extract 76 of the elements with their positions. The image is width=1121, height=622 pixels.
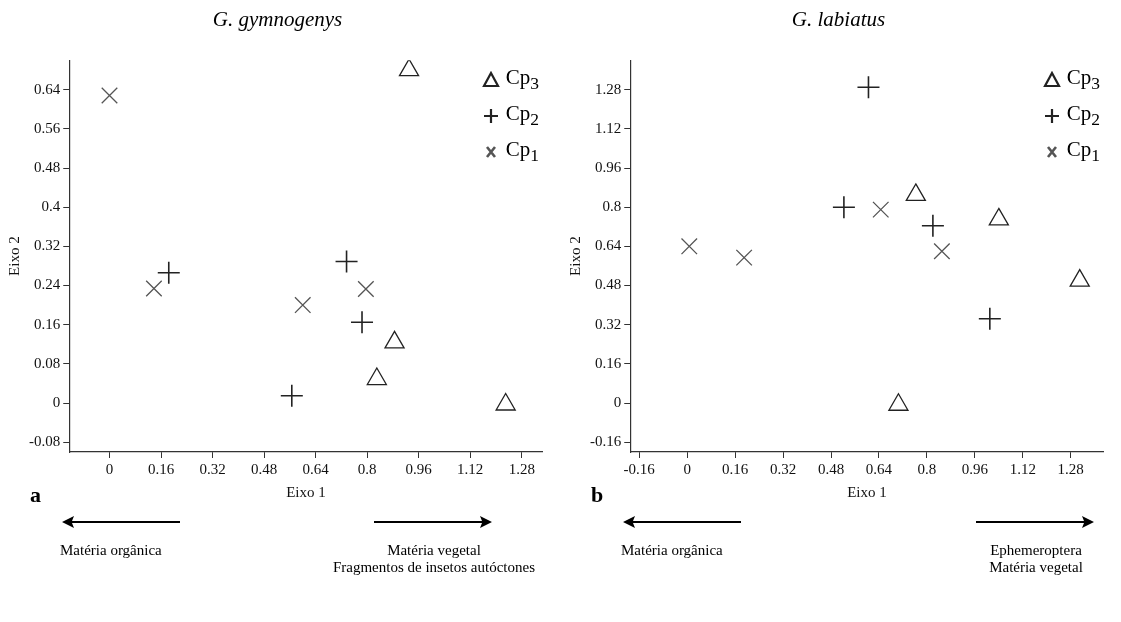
x-tick-label: 0.96: [405, 460, 433, 477]
x-tick-label: 0.16: [722, 460, 749, 477]
y-tick-label: 1.12: [595, 119, 622, 136]
x-tick-label: 0.32: [769, 460, 797, 477]
text: Matéria orgânica: [60, 542, 163, 559]
y-tick-label: 0.96: [595, 158, 622, 175]
y-tick-label: 0.32: [34, 237, 61, 254]
x-tick-label: 1.12: [1009, 460, 1036, 477]
y-tick-label: -0.16: [590, 433, 622, 450]
point: [921, 214, 944, 237]
x-tick-label: 0.48: [817, 460, 845, 477]
y-tick-label: 0.48: [595, 276, 622, 293]
x-tick-label: 0.96: [961, 460, 989, 477]
y-tick-label: 0: [613, 393, 622, 410]
x-tick-label: 0.16: [147, 460, 175, 477]
y-tick-label: 0.16: [595, 354, 622, 371]
text: Matéria orgânica: [621, 542, 724, 559]
point: [933, 242, 951, 260]
y-tick-label: 1.28: [595, 80, 622, 97]
text: Fragmentos de insetos autóctones: [332, 559, 535, 576]
y-tick-label: 0.32: [595, 315, 622, 332]
y-tick-label: 0: [52, 393, 61, 410]
y-tick-label: 0.24: [34, 276, 61, 293]
point: [101, 87, 118, 104]
y-tick-label: 0.64: [595, 237, 622, 254]
point: [888, 393, 909, 411]
x-tick-label: 1.28: [1057, 460, 1084, 477]
x-tick-label: 1.28: [508, 460, 535, 477]
legend-label: Cp$_{3}$: [1066, 65, 1100, 95]
y-tick-label: 0.56: [34, 119, 61, 136]
y-tick-label: 0.64: [34, 80, 61, 97]
x-axis-title: Eixo 1: [286, 483, 326, 500]
chart-title: G. gymnogenys: [211, 6, 344, 33]
text: Matéria vegetal: [386, 542, 482, 559]
legend-label: Cp$_{2}$: [1066, 101, 1100, 131]
legend-label: Cp$_{1}$: [505, 137, 539, 167]
legend-label: Cp$_{1}$: [1066, 137, 1100, 167]
y-tick-label: 0.08: [34, 354, 61, 371]
x-tick-label: 0: [105, 460, 114, 477]
x-tick-label: 0.64: [865, 460, 893, 477]
point: [857, 76, 880, 99]
text: Ephemeroptera: [989, 542, 1083, 559]
y-tick-label: 0.48: [34, 158, 61, 175]
x-tick-label: 0.64: [302, 460, 330, 477]
x-tick-label: 0: [683, 460, 691, 477]
legend-label: Cp$_{2}$: [505, 101, 539, 131]
y-tick-label: -0.08: [29, 433, 61, 450]
point: [357, 280, 375, 298]
legend-label: Cp$_{3}$: [505, 65, 539, 95]
chart-title: G. labiatus: [790, 6, 887, 33]
x-tick-label: 1.12: [457, 460, 484, 477]
x-tick-label: 0.8: [357, 460, 377, 477]
y-axis-title: Eixo 2: [5, 236, 22, 276]
point: [978, 307, 1001, 330]
x-tick-label: 0.48: [250, 460, 278, 477]
point: [157, 261, 180, 284]
point: [872, 201, 890, 219]
point: [398, 60, 420, 77]
point: [832, 196, 855, 219]
y-tick-label: 0.8: [602, 198, 622, 215]
y-tick-label: 0.16: [34, 315, 61, 332]
x-axis-title: Eixo 1: [847, 483, 887, 500]
point: [735, 249, 753, 267]
point: [294, 296, 312, 314]
text: b: [591, 482, 604, 508]
x-tick-label: -0.16: [623, 460, 656, 477]
y-axis-title: Eixo 2: [566, 236, 583, 276]
y-tick-label: 0.4: [41, 198, 61, 215]
point: [680, 237, 698, 255]
x-tick-label: 0.32: [199, 460, 226, 477]
text: a: [30, 482, 41, 508]
text: Matéria vegetal: [988, 559, 1084, 576]
point: [351, 311, 374, 334]
x-tick-label: 0.8: [917, 460, 937, 477]
point: [280, 384, 303, 407]
point: [145, 280, 163, 297]
